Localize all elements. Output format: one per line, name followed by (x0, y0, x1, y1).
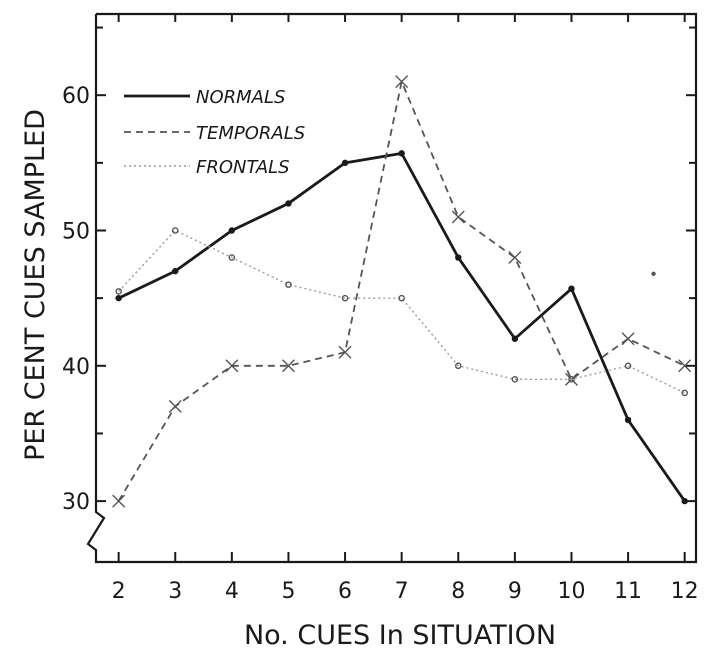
x-tick-label: 3 (168, 579, 182, 604)
series-line (118, 229, 685, 394)
data-point (454, 362, 462, 370)
stray-dot (651, 271, 656, 276)
data-point (398, 150, 405, 157)
data-point (341, 294, 349, 302)
data-point (115, 294, 122, 302)
data-point (511, 376, 519, 383)
y-axis-title: PER CENT CUES SAMPLED (20, 109, 51, 461)
x-tick-label: 8 (451, 579, 465, 604)
y-tick-label: 30 (62, 490, 90, 515)
data-point (681, 389, 688, 397)
y-tick-label: 50 (62, 219, 90, 244)
legend-label-frontals: FRONTALS (196, 157, 290, 178)
data-point (112, 494, 126, 508)
data-point (285, 200, 292, 207)
data-point (228, 254, 236, 261)
data-point (398, 294, 405, 302)
x-tick-label: 2 (112, 579, 126, 604)
series-normals (115, 150, 688, 505)
data-point (341, 159, 349, 167)
x-tick-label: 4 (225, 579, 239, 604)
x-tick-label: 11 (614, 579, 642, 604)
x-axis-title: No. CUES In SITUATION (244, 620, 556, 651)
data-point (568, 285, 575, 292)
data-point (678, 359, 692, 373)
data-point (451, 210, 465, 224)
data-point (624, 362, 632, 370)
data-point (681, 497, 688, 505)
data-point (168, 399, 182, 413)
series-line (117, 80, 686, 502)
x-tick-label: 12 (671, 579, 699, 604)
x-tick-label: 9 (508, 579, 522, 604)
data-point (511, 335, 519, 342)
legend-label-temporals: TEMPORALS (196, 123, 305, 144)
x-tick-label: 7 (395, 579, 409, 604)
data-point (508, 251, 522, 265)
data-point (455, 254, 462, 261)
y-axis-ticks: 30 40 50 60 (62, 26, 696, 515)
data-point (395, 75, 409, 89)
data-point (285, 281, 292, 288)
data-point (338, 345, 352, 359)
y-tick-label: 40 (62, 355, 90, 380)
legend-label-normals: NORMALS (196, 87, 285, 108)
plot-border (86, 12, 698, 564)
x-tick-label: 6 (338, 579, 352, 604)
data-point (568, 376, 575, 383)
x-tick-label: 10 (557, 579, 585, 604)
x-tick-label: 5 (281, 579, 295, 604)
data-point (624, 416, 632, 424)
data-point (621, 332, 635, 346)
y-tick-label: 60 (62, 84, 90, 109)
series-layer (112, 75, 692, 508)
data-point (115, 288, 122, 295)
data-point (228, 227, 236, 234)
data-point (281, 359, 295, 373)
data-point (171, 227, 179, 234)
series-frontals (115, 227, 688, 397)
data-point (172, 267, 179, 275)
legend: NORMALS TEMPORALS FRONTALS (124, 87, 305, 178)
plot-frame (86, 12, 698, 564)
x-axis-ticks: 2 3 4 5 6 7 8 9 10 11 12 (112, 14, 699, 604)
data-point (225, 359, 239, 373)
